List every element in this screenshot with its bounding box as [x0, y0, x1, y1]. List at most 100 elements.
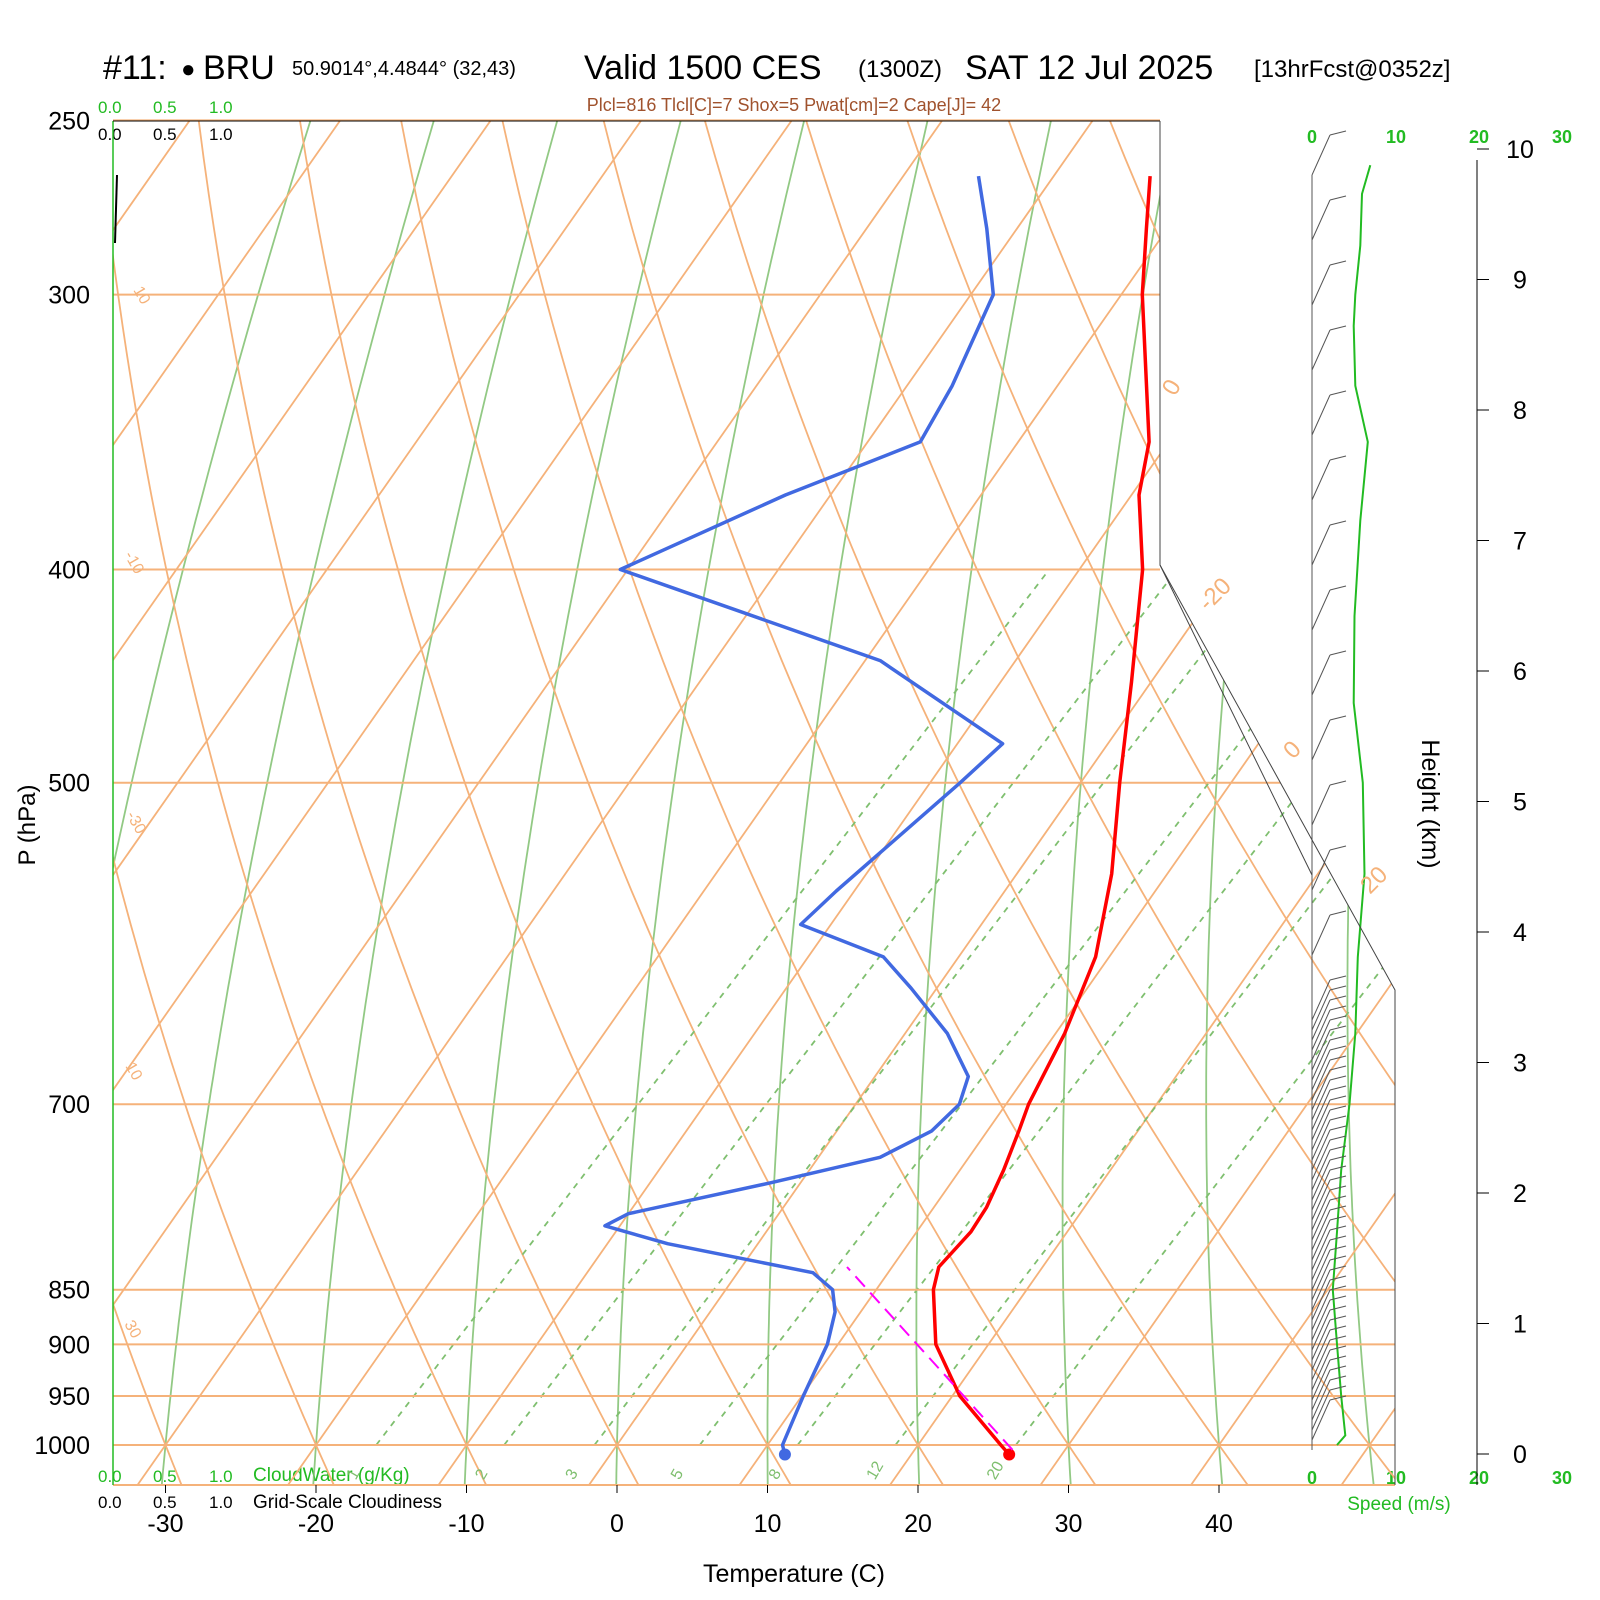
station-location: 50.9014°,4.4844° (32,43) — [292, 58, 516, 80]
dry-adiabat — [197, 121, 643, 1485]
wind-barb-flag — [1329, 1065, 1347, 1071]
wind-barb — [1311, 1129, 1331, 1171]
pressure-tick-label: 950 — [48, 1383, 90, 1411]
station-id: #11: — [103, 49, 167, 87]
speed-tick: 0 — [1307, 127, 1317, 147]
pressure-tick-label: 900 — [48, 1331, 90, 1359]
cloudiness-tick: 0.0 — [98, 125, 122, 144]
wind-guide-line — [1159, 564, 1313, 876]
wind-barb — [1311, 1069, 1331, 1111]
wind-barb-flag — [1329, 1245, 1347, 1251]
parcel-line — [846, 1266, 1014, 1451]
wind-barb — [1311, 1179, 1331, 1221]
wind-barb — [1311, 1359, 1331, 1401]
wind-barb — [1311, 589, 1331, 631]
moist-adiabat — [463, 121, 682, 1485]
wind-barb-flag — [1329, 1005, 1347, 1011]
wind-barb — [1311, 1309, 1331, 1351]
isotherm — [113, 121, 793, 1485]
dry-adiabat — [299, 121, 796, 1485]
cloudwater-tick: 0.0 — [98, 98, 122, 117]
wind-barb — [1311, 979, 1331, 1021]
wind-barb-flag — [1329, 1235, 1347, 1241]
wind-barb — [1311, 914, 1331, 956]
x-axis-label: Temperature (C) — [703, 1560, 885, 1588]
dry-adiabat — [1210, 121, 1395, 1485]
dry-adiabat — [1515, 120, 1600, 1491]
cloudiness-tick: 0.5 — [153, 1493, 177, 1512]
height-tick-label: 3 — [1513, 1050, 1527, 1078]
valid-time: Valid 1500 CES — [584, 49, 822, 87]
wind-barb-flag — [1329, 1095, 1347, 1101]
wind-barb — [1311, 1189, 1331, 1231]
isotherm — [132, 121, 1094, 1485]
moist-adiabat — [311, 121, 559, 1485]
pressure-tick-label: 500 — [48, 770, 90, 798]
mixing-ratio-label: 3 — [563, 1466, 582, 1482]
y-axis-label: P (hPa) — [14, 785, 41, 866]
temp-tick-label: 10 — [754, 1510, 782, 1538]
isotherm — [113, 121, 943, 1485]
isotherm — [884, 121, 1395, 1485]
mixing-ratio-line — [894, 568, 1395, 1446]
wind-barb — [1311, 1239, 1331, 1281]
mixing-ratio-line — [593, 568, 1269, 1446]
wind-barb-flag — [1329, 1305, 1347, 1311]
speed-tick: 30 — [1552, 1468, 1572, 1488]
wind-barb-flag — [1329, 1175, 1347, 1181]
moist-adiabat — [1205, 121, 1299, 1485]
speed-tick: 20 — [1469, 1468, 1489, 1488]
forecast-info: [13hrFcst@0352z] — [1254, 56, 1450, 83]
dry-adiabat — [1311, 121, 1395, 1485]
mixing-ratio-line — [1015, 568, 1395, 1446]
cloudwater-tick: 0.5 — [153, 1467, 177, 1486]
wind-barb — [1311, 1319, 1331, 1361]
isotherm — [113, 121, 341, 1485]
moist-adiabat — [1346, 121, 1395, 1485]
speed-tick: 0 — [1307, 1468, 1317, 1488]
wind-barb-flag — [1329, 1355, 1347, 1361]
surface-dewpoint-point — [778, 1448, 791, 1461]
pressure-tick-label: 300 — [48, 282, 90, 310]
temperature-line — [931, 175, 1152, 1456]
isotherm — [734, 121, 1395, 1485]
height-tick-label: 6 — [1513, 658, 1527, 686]
wind-barb-flag — [1329, 1045, 1347, 1051]
wind-barb-flag — [1329, 1205, 1347, 1211]
wind-barb — [1311, 1159, 1331, 1201]
wind-barb — [1311, 1249, 1331, 1291]
wind-barb — [1311, 1009, 1331, 1051]
isotherm-label: 0 — [1157, 375, 1187, 400]
isotherm — [583, 121, 1395, 1485]
wind-barb — [1311, 1199, 1331, 1241]
wind-barb-flag — [1329, 780, 1347, 786]
wind-barb-flag — [1329, 520, 1347, 526]
cloudwater-label: CloudWater (g/Kg) — [253, 1465, 410, 1486]
isotherm-label: -30 — [123, 809, 149, 838]
temp-tick-label: -30 — [147, 1510, 183, 1538]
wind-barb-flag — [1329, 1125, 1347, 1131]
data-layer — [114, 130, 1372, 1461]
forecast-date: SAT 12 Jul 2025 — [965, 49, 1213, 87]
speed-tick: 30 — [1552, 127, 1572, 147]
wind-barb-flag — [1329, 975, 1347, 981]
wind-barb-flag — [1329, 1195, 1347, 1201]
isotherm-label: -20 — [1193, 573, 1237, 617]
pressure-tick-label: 850 — [48, 1277, 90, 1305]
wind-barb-flag — [1329, 1375, 1347, 1381]
wind-barb-flag — [1329, 715, 1347, 721]
temp-tick-label: 40 — [1205, 1510, 1233, 1538]
wind-barb — [1311, 1029, 1331, 1071]
moist-adiabat — [615, 121, 806, 1485]
wind-barb-flag — [1329, 1185, 1347, 1191]
height-tick-label: 0 — [1513, 1441, 1527, 1469]
isotherm — [113, 121, 492, 1485]
wind-speed-line — [1331, 164, 1372, 1446]
wind-barb — [1311, 1329, 1331, 1371]
wind-barb-flag — [1329, 1275, 1347, 1281]
wind-barb — [1311, 1299, 1331, 1341]
wind-barb-flag — [1329, 1285, 1347, 1291]
wind-barb — [1311, 1099, 1331, 1141]
isotherm-label: 20 — [1355, 861, 1393, 899]
